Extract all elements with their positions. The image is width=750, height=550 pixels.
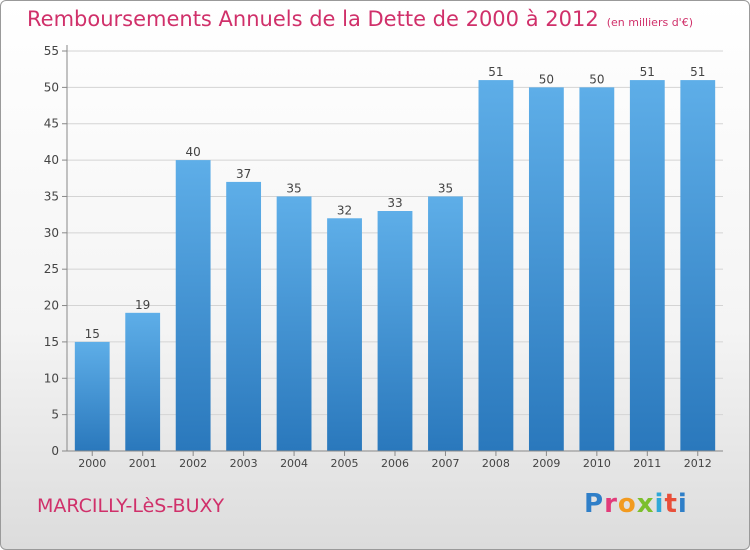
- x-tick-label: 2012: [684, 457, 712, 470]
- bar-2006: [377, 211, 413, 451]
- bar-2005: [327, 218, 362, 451]
- y-tick-label: 45: [44, 117, 59, 131]
- y-tick-label: 40: [44, 153, 59, 167]
- chart-subtitle: (en milliers d'€): [606, 16, 693, 29]
- y-tick-label: 55: [44, 44, 59, 58]
- bar-2002: [175, 160, 211, 451]
- y-tick-label: 5: [51, 408, 59, 422]
- bar-value-label: 15: [85, 327, 100, 341]
- logo-letter: o: [617, 489, 637, 519]
- bar-2008: [478, 80, 514, 451]
- bar-value-label: 37: [236, 167, 251, 181]
- bar-2009: [528, 87, 564, 451]
- y-tick-label: 25: [44, 262, 59, 276]
- bar-value-label: 40: [186, 145, 201, 159]
- x-tick-label: 2009: [532, 457, 560, 470]
- logo-letter: i: [677, 489, 688, 519]
- bar-value-label: 50: [539, 72, 554, 86]
- logo-letter: x: [636, 489, 655, 519]
- bar-2003: [226, 181, 262, 451]
- bar-value-label: 51: [488, 65, 503, 79]
- x-tick-label: 2005: [331, 457, 359, 470]
- y-tick-label: 10: [44, 371, 59, 385]
- labels-layer: 15 19 40 37 35 32 33 35 51 50 50 51 51: [85, 65, 706, 341]
- x-tick-label: 2004: [280, 457, 308, 470]
- bar-2012: [680, 80, 716, 451]
- commune-name: MARCILLY-LèS-BUXY: [37, 495, 225, 517]
- bar-2010: [579, 87, 615, 451]
- bar-value-label: 35: [286, 181, 301, 195]
- y-tick-label: 30: [44, 226, 59, 240]
- bar-value-label: 35: [438, 181, 453, 195]
- x-tick-label: 2011: [633, 457, 661, 470]
- bar-value-label: 19: [135, 298, 150, 312]
- chart-title-text: Remboursements Annuels de la Dette de 20…: [27, 7, 599, 31]
- y-tick-label: 35: [44, 189, 59, 203]
- x-tick-label: 2001: [129, 457, 157, 470]
- y-tick-label: 15: [44, 335, 59, 349]
- bars-layer: [74, 80, 716, 451]
- logo-letter: i: [654, 489, 665, 519]
- logo-letter: t: [664, 489, 678, 519]
- bar-2001: [125, 312, 161, 451]
- y-tick-label: 50: [44, 80, 59, 94]
- bar-2007: [428, 196, 463, 451]
- bar-value-label: 50: [589, 72, 604, 86]
- y-tick-label: 20: [44, 299, 59, 313]
- bar-2011: [629, 80, 665, 451]
- x-tick-label: 2007: [431, 457, 459, 470]
- bar-value-label: 51: [690, 65, 705, 79]
- proxiti-logo: Proxiti: [584, 489, 688, 519]
- x-tick-label: 2002: [179, 457, 207, 470]
- x-tick-label: 2006: [381, 457, 409, 470]
- x-tick-label: 2000: [78, 457, 106, 470]
- bar-value-label: 33: [387, 196, 402, 210]
- x-tick-label: 2003: [230, 457, 258, 470]
- bar-2004: [276, 196, 312, 451]
- bar-value-label: 32: [337, 203, 352, 217]
- logo-letter: P: [584, 489, 605, 519]
- bar-value-label: 51: [640, 65, 655, 79]
- logo-letter: r: [604, 489, 618, 519]
- bar-2000: [74, 341, 110, 451]
- x-tick-label: 2010: [583, 457, 611, 470]
- chart-title: Remboursements Annuels de la Dette de 20…: [27, 7, 693, 31]
- x-tick-label: 2008: [482, 457, 510, 470]
- y-tick-label: 0: [51, 444, 59, 458]
- axis-layer: 0 5 10 15 20 25 30 35 40 45 50 55 2000 2001 2002 2003 20…: [44, 44, 723, 470]
